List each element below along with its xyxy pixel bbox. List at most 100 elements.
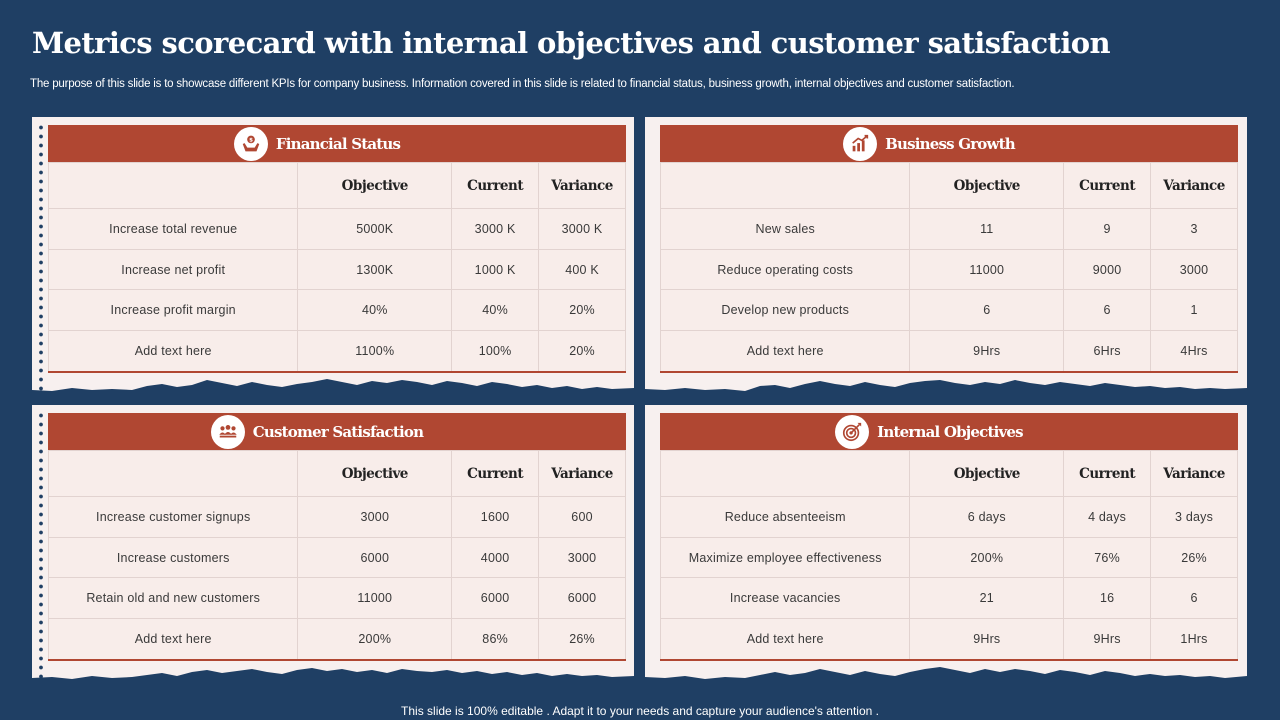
current-value: 16 — [1063, 577, 1152, 620]
header-empty — [47, 162, 299, 209]
metric-label: Add text here — [659, 330, 911, 373]
target-icon — [835, 414, 870, 449]
current-value: 1600 — [451, 496, 540, 538]
torn-edge — [32, 379, 634, 398]
header-variance: Variance — [1150, 450, 1238, 497]
page-subtitle: The purpose of this slide is to showcase… — [30, 78, 1015, 90]
metric-label: Increase total revenue — [47, 208, 299, 250]
current-value: 4 days — [1063, 496, 1152, 538]
torn-edge — [645, 380, 1247, 398]
objective-value: 11 — [909, 208, 1065, 250]
card-title: Customer Satisfaction — [252, 422, 424, 441]
objective-value: 1100% — [297, 330, 453, 373]
variance-value: 20% — [538, 289, 626, 332]
metric-label: Add text here — [659, 618, 911, 661]
table-row: Increase customers 6000 4000 3000 — [47, 536, 626, 579]
variance-value: 400 K — [538, 248, 626, 291]
header-variance: Variance — [1150, 162, 1238, 209]
torn-edge — [645, 667, 1247, 686]
card-header: Business Growth — [660, 125, 1238, 162]
header-empty — [47, 450, 299, 497]
scorecard-table: Objective Current Variance Increase tota… — [47, 162, 626, 373]
table-header-row: Objective Current Variance — [659, 450, 1238, 497]
objective-value: 3000 — [297, 496, 453, 538]
header-current: Current — [1063, 162, 1152, 209]
table-row: Add text here 9Hrs 9Hrs 1Hrs — [659, 618, 1238, 661]
table-row: New sales 11 9 3 — [659, 208, 1238, 250]
header-current: Current — [451, 162, 540, 209]
variance-value: 4Hrs — [1150, 330, 1238, 373]
objective-value: 200% — [297, 618, 453, 661]
current-value: 4000 — [451, 536, 540, 579]
header-empty — [659, 162, 911, 209]
scorecard-table: Objective Current Variance Reduce absent… — [659, 450, 1238, 661]
current-value: 40% — [451, 289, 540, 332]
variance-value: 3 — [1150, 208, 1238, 250]
metric-label: Increase net profit — [47, 248, 299, 291]
table-row: Retain old and new customers 11000 6000 600… — [47, 577, 626, 620]
metric-label: Reduce operating costs — [659, 248, 911, 291]
table-row: Reduce absenteeism 6 days 4 days 3 days — [659, 496, 1238, 538]
variance-value: 3000 — [1150, 248, 1238, 291]
current-value: 9 — [1063, 208, 1152, 250]
footer-note: This slide is 100% editable . Adapt it t… — [401, 704, 879, 718]
objective-value: 9Hrs — [909, 330, 1065, 373]
metric-label: Increase customers — [47, 536, 299, 579]
header-objective: Objective — [909, 450, 1065, 497]
table-header-row: Objective Current Variance — [47, 450, 626, 497]
scorecard-table: Objective Current Variance Increase cust… — [47, 450, 626, 661]
card-customer-satisfaction: Customer Satisfaction Objective Current … — [32, 405, 634, 686]
objective-value: 6 — [909, 289, 1065, 332]
table-row: Increase total revenue 5000K 3000 K 3000 K — [47, 208, 626, 250]
table-row: Maximize employee effectiveness 200% 76% 26… — [659, 536, 1238, 579]
dotted-border — [38, 123, 44, 391]
header-objective: Objective — [909, 162, 1065, 209]
metric-label: Add text here — [47, 330, 299, 373]
metric-label: Increase vacancies — [659, 577, 911, 620]
current-value: 1000 K — [451, 248, 540, 291]
card-financial-status: $ Financial Status Objective Current Var… — [32, 117, 634, 398]
metric-label: Develop new products — [659, 289, 911, 332]
table-row: Increase profit margin 40% 40% 20% — [47, 289, 626, 332]
metric-label: Maximize employee effectiveness — [659, 536, 911, 579]
card-header: Internal Objectives — [660, 413, 1238, 450]
table-row: Add text here 9Hrs 6Hrs 4Hrs — [659, 330, 1238, 373]
variance-value: 26% — [538, 618, 626, 661]
current-value: 6000 — [451, 577, 540, 620]
card-header: $ Financial Status — [48, 125, 626, 162]
header-objective: Objective — [297, 162, 453, 209]
objective-value: 200% — [909, 536, 1065, 579]
current-value: 86% — [451, 618, 540, 661]
header-objective: Objective — [297, 450, 453, 497]
card-title: Business Growth — [885, 134, 1016, 153]
objective-value: 9Hrs — [909, 618, 1065, 661]
header-variance: Variance — [538, 162, 626, 209]
torn-edge — [32, 668, 634, 686]
header-current: Current — [451, 450, 540, 497]
metric-label: Reduce absenteeism — [659, 496, 911, 538]
card-business-growth: Business Growth Objective Current Varian… — [645, 117, 1247, 398]
objective-value: 21 — [909, 577, 1065, 620]
svg-text:$: $ — [249, 137, 253, 143]
dotted-border — [38, 411, 44, 679]
table-row: Increase net profit 1300K 1000 K 400 K — [47, 248, 626, 291]
table-header-row: Objective Current Variance — [659, 162, 1238, 209]
customers-icon — [210, 414, 245, 449]
table-row: Reduce operating costs 11000 9000 3000 — [659, 248, 1238, 291]
current-value: 6Hrs — [1063, 330, 1152, 373]
scorecard-table: Objective Current Variance New sales 11 9 3… — [659, 162, 1238, 373]
table-row: Add text here 200% 86% 26% — [47, 618, 626, 661]
growth-chart-icon — [843, 126, 878, 161]
variance-value: 6000 — [538, 577, 626, 620]
objective-value: 1300K — [297, 248, 453, 291]
objective-value: 6 days — [909, 496, 1065, 538]
variance-value: 1Hrs — [1150, 618, 1238, 661]
metric-label: Increase profit margin — [47, 289, 299, 332]
variance-value: 26% — [1150, 536, 1238, 579]
metric-label: Increase customer signups — [47, 496, 299, 538]
current-value: 100% — [451, 330, 540, 373]
objective-value: 11000 — [909, 248, 1065, 291]
header-empty — [659, 450, 911, 497]
current-value: 76% — [1063, 536, 1152, 579]
objective-value: 5000K — [297, 208, 453, 250]
